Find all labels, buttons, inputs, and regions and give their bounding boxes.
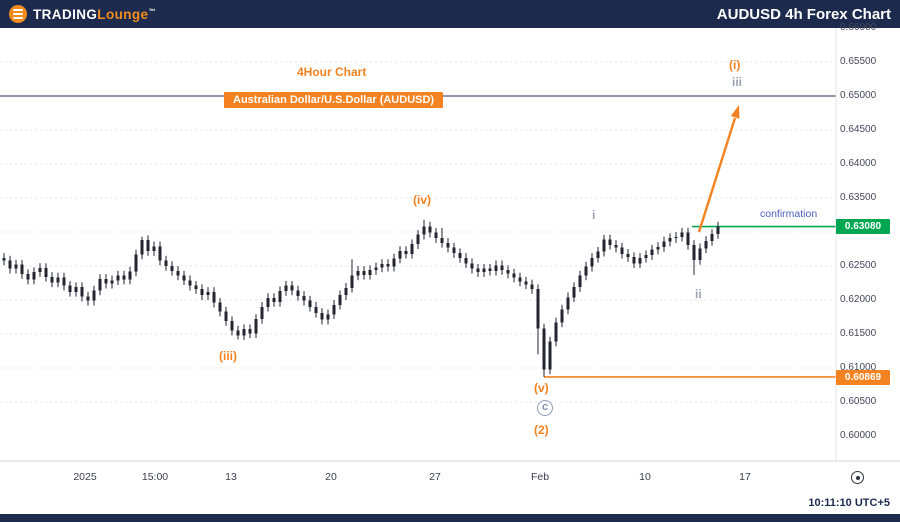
price-tick: 0.65500 — [840, 56, 877, 67]
wave-label-minor-i: i — [592, 208, 596, 222]
brand-trademark: ™ — [148, 8, 156, 15]
price-tick: 0.66000 — [840, 22, 877, 33]
price-tick: 0.64000 — [840, 158, 877, 169]
clock-icon[interactable] — [851, 471, 864, 484]
brand-lounge: Lounge — [97, 6, 149, 22]
timestamp: 10:11:10 UTC+5 — [808, 497, 890, 509]
price-tick: 0.61500 — [840, 328, 877, 339]
price-tick: 0.64500 — [840, 124, 877, 135]
bottom-bar — [0, 514, 900, 522]
wave-label-2: (2) — [534, 423, 549, 437]
time-tick: 27 — [429, 471, 441, 483]
wave-label-target-iii: iii — [732, 75, 743, 89]
wave-label-v: (v) — [534, 381, 549, 395]
price-tick: 0.60000 — [840, 430, 877, 441]
brand-text: TRADINGLounge™ — [33, 7, 156, 22]
price-tick: 0.60500 — [840, 396, 877, 407]
tradinglounge-logo[interactable]: TRADINGLounge™ — [9, 5, 156, 23]
instrument-badge: Australian Dollar/U.S.Dollar (AUDUSD) — [224, 92, 444, 108]
wave-label-target-i: (i) — [729, 58, 741, 72]
time-tick: 20 — [325, 471, 337, 483]
time-tick: 13 — [225, 471, 237, 483]
app-header: TRADINGLounge™ AUDUSD 4h Forex Chart — [0, 0, 900, 28]
timeframe-label: 4Hour Chart — [297, 65, 367, 79]
price-tick: 0.62000 — [840, 294, 877, 305]
confirmation-label: confirmation — [760, 208, 818, 220]
wave-label-c-circled: c — [537, 400, 553, 416]
tradinglounge-logo-icon — [9, 5, 27, 23]
price-tick: 0.62500 — [840, 260, 877, 271]
page-title: AUDUSD 4h Forex Chart — [716, 5, 891, 23]
price-tick: 0.65000 — [840, 90, 877, 101]
time-tick: 2025 — [73, 471, 97, 483]
price-tick: 0.63500 — [840, 192, 877, 203]
confirmation-price-badge: 0.63080 — [836, 219, 890, 234]
time-tick: 17 — [739, 471, 751, 483]
brand-trading: TRADING — [33, 6, 98, 22]
support-price-badge: 0.60869 — [836, 370, 890, 385]
candlestick-chart[interactable] — [0, 28, 900, 494]
wave-label-minor-ii: ii — [695, 287, 702, 301]
time-tick: 15:00 — [141, 471, 169, 483]
time-tick: 10 — [639, 471, 651, 483]
wave-label-iii: (iii) — [219, 349, 237, 363]
price-tick: 0.61000 — [840, 362, 877, 373]
wave-label-iv: (iv) — [413, 193, 431, 207]
time-tick: Feb — [530, 471, 550, 483]
